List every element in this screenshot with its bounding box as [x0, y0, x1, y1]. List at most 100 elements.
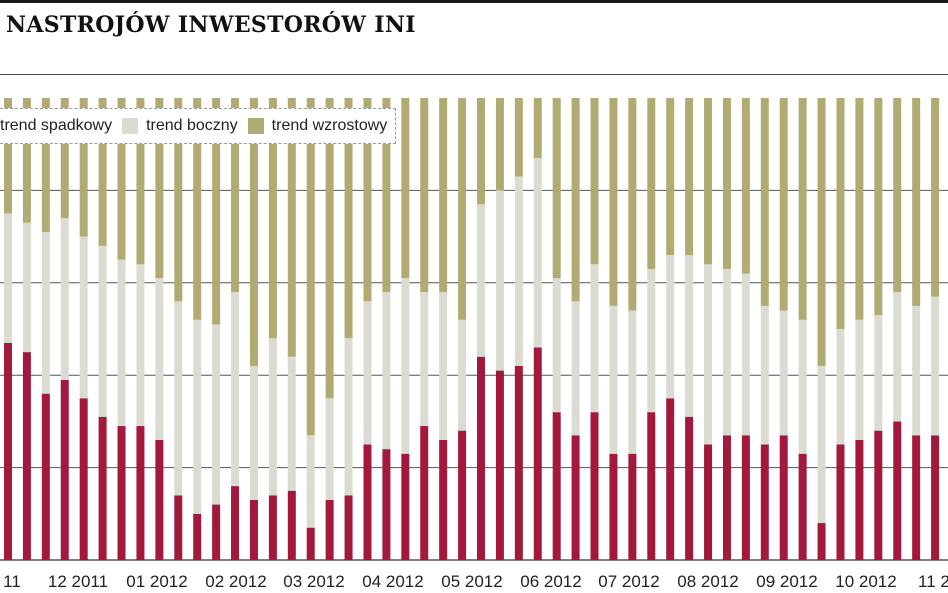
bar-segment-up [495, 98, 504, 191]
bar-segment-side [382, 292, 391, 450]
bar-segment-side [363, 301, 372, 445]
bar-segment-up [98, 98, 107, 246]
bar-segment-down [798, 453, 807, 560]
bar-segment-down [874, 430, 883, 560]
bar-segment-down [647, 412, 656, 560]
bar-segment-down [401, 453, 410, 560]
bar-segment-side [477, 204, 485, 357]
bar-segment-up [931, 98, 940, 297]
bar-segment-side [931, 296, 940, 436]
bar-segment-up [912, 98, 921, 306]
bar-segment-up [363, 98, 372, 302]
bar-segment-down [363, 444, 372, 560]
x-tick-label: 10 2012 [835, 572, 896, 591]
bar-segment-up [22, 98, 31, 223]
bar-segment-side [741, 273, 750, 436]
legend-label-down: trend spadkowy [0, 117, 113, 134]
bar-segment-up [666, 98, 675, 256]
bar-segment-down [155, 439, 164, 560]
x-tick-label: 02 2012 [205, 572, 266, 591]
bar-segment-down [98, 416, 107, 560]
bar-segment-down [893, 421, 902, 560]
bar-segment-down [533, 347, 542, 560]
bar-segment-side [22, 222, 31, 353]
bar-segment-up [401, 98, 410, 279]
bar-segment-up [79, 98, 88, 237]
bar-segment-side [344, 338, 353, 496]
bar-segment-down [458, 430, 467, 560]
legend-label-side: trend boczny [146, 117, 238, 134]
bar-segment-up [741, 98, 750, 274]
bar-segment-up [722, 98, 731, 269]
bar-segment-side [458, 319, 467, 431]
bar-segment-down [495, 370, 504, 560]
x-tick-label: 12 2011 [48, 572, 108, 591]
bar-segment-down [22, 352, 31, 560]
bar-segment-side [647, 268, 656, 413]
bar-segment-down [231, 486, 240, 560]
bar-segment-side [287, 356, 296, 491]
bar-segment-side [325, 398, 334, 500]
bar-segment-up [571, 98, 580, 302]
bar-segment-up [117, 98, 126, 260]
bar-segment-up [439, 98, 448, 293]
bar-segment-down [571, 435, 580, 560]
bar-segment-up [155, 98, 164, 279]
bar-segment-down [722, 435, 731, 560]
legend-item-up: trend wzrostowy [247, 117, 388, 135]
bar-segment-up [893, 98, 902, 293]
bar-segment-side [249, 365, 258, 500]
bar-segment-up [268, 98, 277, 339]
bar-segment-down [685, 416, 694, 560]
bar-segment-up [193, 98, 202, 320]
bar-segment-side [760, 305, 769, 445]
bar-segment-down [287, 490, 296, 560]
top-rule [0, 0, 948, 3]
bar-segment-up [136, 98, 145, 265]
legend-item-down: trend spadkowy [0, 117, 112, 135]
bar-segment-down [704, 444, 713, 560]
bar-segment-side [401, 278, 410, 454]
bar-segment-down [382, 449, 391, 560]
bar-segment-up [41, 98, 50, 232]
bar-segment-side [609, 305, 618, 454]
bar-segment-side [552, 278, 561, 413]
x-tick-label: 03 2012 [283, 572, 344, 591]
bar-segment-side [798, 319, 807, 454]
bar-segment-down [60, 379, 69, 560]
bar-segment-down [325, 499, 334, 560]
bar-segment-up [60, 98, 69, 219]
bar-segment-down [477, 356, 485, 560]
bar-segment-down [41, 393, 50, 560]
bar-segment-side [174, 301, 183, 496]
legend-label-up: trend wzrostowy [271, 117, 388, 134]
bar-segment-side [193, 319, 202, 514]
bar-segment-up [420, 98, 429, 293]
bar-segment-up [287, 98, 296, 357]
x-tick-label: 06 2012 [520, 572, 581, 591]
bar-segment-up [836, 98, 845, 329]
bar-segment-up [855, 98, 864, 320]
bar-segment-up [458, 98, 467, 320]
legend-swatch-side [122, 118, 139, 134]
bar-segment-side [495, 190, 504, 371]
bar-segment-down [931, 435, 940, 560]
bar-segment-up [647, 98, 656, 269]
bar-segment-up [609, 98, 618, 306]
bar-segment-down [306, 527, 315, 560]
bar-segment-side [666, 255, 675, 399]
bar-segment-up [590, 98, 599, 265]
bar-segment-up [325, 98, 334, 399]
bar-segment-down [912, 435, 921, 560]
bar-segment-down [552, 412, 561, 560]
bars-layer [4, 98, 940, 560]
bar-segment-side [685, 255, 694, 417]
bar-segment-side [212, 324, 221, 505]
bar-segment-down [212, 504, 221, 560]
title-rule [0, 74, 948, 75]
x-tick-label: 11 20 [918, 572, 948, 591]
bar-segment-side [571, 301, 580, 436]
bar-segment-side [628, 310, 637, 454]
bar-segment-down [420, 426, 429, 560]
